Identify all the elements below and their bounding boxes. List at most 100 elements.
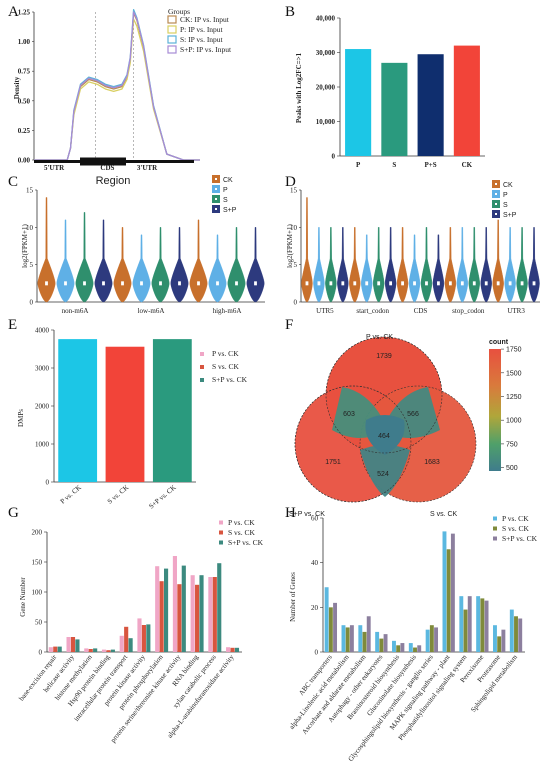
panel-d-violin-stop-codon-ck (444, 227, 457, 303)
panel-c-legend-label: S (223, 197, 228, 204)
panel-g-legend-label: P vs. CK (228, 518, 255, 527)
panel-letter-b: B (285, 4, 295, 20)
panel-h-legend-label: S vs. CK (502, 524, 529, 533)
panel-c-legend-swatch-mark (215, 208, 217, 210)
panel-h-bar-p-vs-ck-10 (493, 625, 497, 652)
panel-letter-e: E (8, 317, 17, 333)
panel-b-ytick-label: 20,000 (316, 84, 336, 92)
panel-d-legend-label: CK (503, 182, 513, 189)
panel-g-bar-s-p-vs-ck-3 (110, 649, 115, 652)
panel-c-violin-chart: Region log2(FPKM+1) 0 5 10 15 non-m6A low-m6… (21, 175, 265, 315)
panel-h-bar-s-p-vs-ck-11 (518, 618, 523, 652)
panel-g-bar-s-vs-ck-4 (124, 626, 129, 652)
panel-g-ylabel: Gene Number (19, 577, 27, 617)
panel-g-bar-s-vs-ck-8 (195, 584, 200, 652)
panel-e-ylabel: DMPs (17, 409, 25, 427)
panel-a-density-chart: Density 0.00 0.25 0.50 0.75 1.00 1.25 5'UTR CD… (13, 7, 232, 172)
panel-h-bar-s-vs-ck-7 (446, 549, 451, 652)
panel-d-violin-median-box (365, 281, 369, 286)
panel-f-colorbar-label: 750 (506, 441, 518, 448)
panel-h-bar-s-vs-ck-11 (514, 616, 518, 652)
panel-d-violin-median-box (413, 281, 416, 286)
panel-a-xtick-label: 5'UTR (44, 164, 65, 172)
panel-d-violin-stop-codon-p (456, 227, 469, 303)
panel-d-category-label: start_codon (356, 307, 389, 315)
panel-c-violin-median-box (235, 281, 238, 286)
panel-letter-f: F (285, 317, 293, 333)
panel-g-legend-label: S vs. CK (228, 528, 255, 537)
panel-d-violin-utr5-ck (301, 197, 313, 303)
panel-c-title: Region (96, 175, 131, 187)
panel-g-bar-s-vs-ck-10 (230, 647, 235, 652)
panel-a-ylabel: Density (13, 76, 21, 99)
panel-d-violin-cds-s-p (432, 234, 445, 303)
panel-c-ytick-label: 5 (30, 261, 34, 269)
panel-c-legend-swatch-mark (215, 188, 217, 190)
panel-h-bar-s-p-vs-ck-2 (366, 616, 371, 652)
panel-g-legend-swatch (219, 540, 223, 545)
panel-d-violin-chart: log2(FPKM+1) 0 5 10 15 UTR5 start_codon CDS st… (286, 180, 540, 315)
panel-g-ytick-label: 50 (35, 619, 43, 627)
panel-d-violin-median-box (520, 281, 524, 286)
panel-b-bar-ck (453, 45, 480, 156)
panel-b-bar-chart: Peaks with Log2FC=>1 0 10,000 20,000 30,000… (295, 15, 485, 169)
panel-b-ytick-label: 40,000 (316, 15, 336, 23)
panel-d-category-label: CDS (414, 307, 428, 315)
panel-a-ytick-label: 0.75 (18, 68, 31, 76)
panel-h-bar-s-vs-ck-5 (413, 647, 417, 652)
panel-g-bar-s-vs-ck-5 (141, 625, 146, 652)
panel-g-bar-s-p-vs-ck-5 (146, 624, 151, 652)
panel-d-violin-utr3-s (516, 227, 528, 303)
panel-d-legend-swatch-mark (495, 183, 497, 185)
panel-h-bar-s-vs-ck-6 (429, 625, 434, 652)
panel-c-violin-high-m6a-ck (189, 219, 208, 303)
panel-h-bar-s-vs-ck-0 (328, 607, 333, 652)
panel-g-bar-p-vs-ck-4 (119, 635, 124, 652)
panel-d-violin-utr3-p (504, 227, 516, 303)
panel-h-ytick-label: 40 (311, 559, 319, 567)
panel-d-violin-utr5-p (313, 227, 325, 303)
panel-b-category-label: CK (462, 161, 473, 169)
panel-d-violin-utr3-ck (492, 219, 504, 303)
panel-c-violin-median-box (216, 281, 219, 286)
panel-d-violin-median-box (437, 281, 440, 286)
panel-c-violin-non-m6a-ck (37, 197, 56, 303)
panel-c-legend-label: S+P (223, 207, 237, 214)
panel-e-ytick-label: 2000 (35, 403, 50, 411)
panel-a-legend-swatch (167, 45, 177, 54)
panel-a-legend-swatch (167, 35, 177, 44)
panel-a-ytick-label: 1.25 (18, 9, 31, 17)
panel-g-ytick-label: 200 (32, 529, 43, 537)
panel-e-category-label: P vs. CK (59, 483, 83, 505)
panel-c-violin-median-box (159, 281, 162, 286)
panel-e-legend-label: P vs. CK (212, 349, 239, 358)
panel-h-bar-s-p-vs-ck-10 (501, 629, 506, 652)
panel-h-bar-p-vs-ck-11 (509, 609, 514, 652)
panel-e-legend-swatch (200, 352, 204, 356)
panel-d-violin-start-codon-p (361, 234, 373, 303)
panel-c-category-label: non-m6A (62, 307, 89, 315)
panel-h-ytick-label: 20 (311, 604, 319, 612)
panel-h-bar-p-vs-ck-2 (358, 625, 363, 652)
panel-h-bar-s-vs-ck-9 (480, 598, 485, 652)
panel-c-violin-high-m6a-s-p (246, 227, 265, 303)
panel-d-ytick-label: 10 (290, 224, 298, 232)
panel-d-ylabel: log2(FPKM+1) (286, 224, 294, 268)
panel-e-ytick-label: 1000 (35, 441, 50, 449)
panel-d-violin-utr5-s-p (337, 227, 349, 303)
panel-d-category-label: UTR3 (507, 307, 525, 315)
panel-g-bar-p-vs-ck-9 (208, 577, 213, 652)
panel-e-legend-swatch (200, 378, 204, 382)
panel-f-circle-outline-sp (294, 385, 412, 503)
panel-f-region-count-p-only: 1739 (376, 353, 392, 360)
panel-f-region-count-sp-only: 1751 (325, 459, 341, 466)
panel-f-overlap-all (365, 415, 405, 455)
panel-d-legend-label: P (503, 192, 508, 199)
panel-g-legend-swatch (219, 520, 223, 525)
panel-d-ytick-label: 5 (294, 261, 298, 269)
panel-c-violin-low-m6a-s (151, 227, 170, 303)
panel-g-bar-s-p-vs-ck-6 (164, 568, 169, 652)
panel-e-ytick-label: 3000 (35, 365, 50, 373)
panel-f-colorbar-label: 1500 (506, 370, 522, 377)
panel-c-violin-non-m6a-s-p (94, 219, 113, 303)
